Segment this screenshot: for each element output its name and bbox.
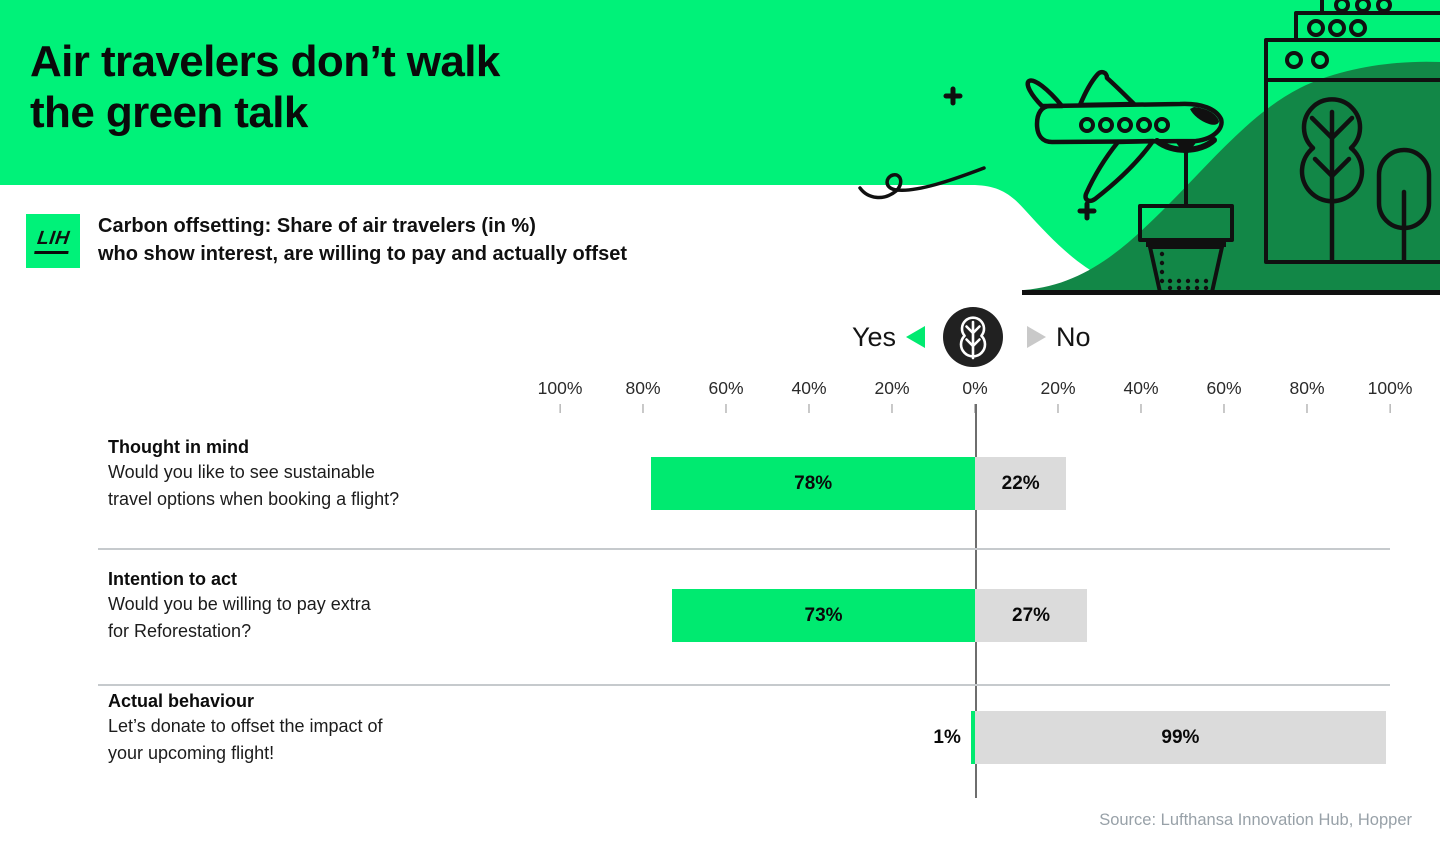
green-building-icon [1264, 0, 1440, 264]
title-line-2: the green talk [30, 88, 308, 137]
subtitle-line-1: Carbon offsetting: Share of air traveler… [98, 215, 536, 237]
no-bar-label: 99% [1161, 726, 1200, 748]
row-separator [98, 548, 1390, 550]
row-title: Intention to act [108, 569, 237, 589]
row-question: your upcoming flight! [108, 743, 275, 763]
chart-row: Actual behaviour Let’s donate to offset … [0, 689, 1440, 801]
row-label-block: Thought in mind Would you like to see su… [108, 435, 538, 513]
tick-mark [1306, 404, 1308, 413]
ground-line [1022, 290, 1440, 295]
axis-tick: 100% [538, 378, 582, 413]
axis-tick: 20% [874, 378, 910, 413]
row-question: for Reforestation? [108, 621, 252, 641]
trees-icon [1299, 97, 1432, 264]
chart-row: Thought in mind Would you like to see su… [0, 435, 1440, 547]
axis-tick: 60% [708, 378, 744, 413]
hill-shape [1024, 61, 1440, 291]
axis-tick: 100% [1368, 378, 1412, 413]
tick-mark [891, 404, 893, 413]
no-bar: 27% [975, 589, 1088, 642]
lih-logo: LIH [26, 214, 80, 268]
tick-mark [1223, 404, 1225, 413]
no-bar: 99% [975, 711, 1386, 764]
axis-tick: 40% [791, 378, 827, 413]
plane-icon [1025, 69, 1224, 204]
lih-logo-monogram: LIH [34, 228, 72, 254]
tree-icon [943, 307, 1004, 367]
subtitle-line-2: who show interest, are willing to pay an… [98, 243, 627, 265]
axis-tick: 80% [1289, 378, 1325, 413]
banner-shape [0, 0, 1440, 290]
legend-yes-label: Yes [852, 321, 897, 352]
row-question: Let’s donate to offset the impact of [108, 716, 383, 736]
title-line-1: Air travelers don’t walk [30, 37, 500, 86]
potted-plant-icon [1138, 140, 1234, 294]
yes-bar: 78% [651, 457, 975, 510]
row-question: Would you like to see sustainable [108, 462, 375, 482]
row-separator [98, 684, 1390, 686]
legend: Yes No [852, 307, 1091, 367]
source-credit: Source: Lufthansa Innovation Hub, Hopper [1099, 811, 1412, 829]
axis-tick: 80% [625, 378, 661, 413]
yes-bar-label: 1% [933, 726, 961, 748]
plus-sparkle-icon [1077, 201, 1097, 221]
header-illustration [0, 0, 1440, 295]
squiggle-icon [858, 166, 986, 200]
no-bar-label: 27% [1012, 604, 1051, 626]
legend-no-label: No [1056, 321, 1091, 352]
row-title: Actual behaviour [108, 691, 255, 711]
row-question: travel options when booking a flight? [108, 489, 400, 509]
yes-bar: 73% [672, 589, 975, 642]
row-label-block: Actual behaviour Let’s donate to offset … [108, 689, 538, 767]
tick-mark [1140, 404, 1142, 413]
no-bar: 22% [975, 457, 1067, 510]
tick-mark [808, 404, 810, 413]
yes-arrow-icon [906, 326, 926, 348]
tick-mark [725, 404, 727, 413]
axis-tick: 0% [962, 378, 988, 413]
yes-bar-label: 73% [804, 604, 843, 626]
no-bar-label: 22% [1001, 472, 1040, 494]
tick-mark [1389, 404, 1391, 413]
axis-tick: 20% [1040, 378, 1076, 413]
no-arrow-icon [1027, 326, 1047, 348]
axis-tick: 40% [1123, 378, 1159, 413]
yes-bar: 1% [933, 711, 975, 764]
page-title: Air travelers don’t walk the green talk [30, 36, 500, 138]
tick-mark [559, 404, 561, 413]
row-label-block: Intention to act Would you be willing to… [108, 567, 538, 645]
tick-mark [974, 404, 976, 413]
plus-sparkle-icon [943, 86, 963, 106]
chart-row: Intention to act Would you be willing to… [0, 567, 1440, 679]
chart-subtitle: Carbon offsetting: Share of air traveler… [98, 212, 627, 268]
tick-mark [1057, 404, 1059, 413]
tick-mark [642, 404, 644, 413]
axis-tick: 60% [1206, 378, 1242, 413]
yes-bar-label: 78% [794, 472, 833, 494]
row-title: Thought in mind [108, 437, 249, 457]
row-question: Would you be willing to pay extra [108, 594, 371, 614]
